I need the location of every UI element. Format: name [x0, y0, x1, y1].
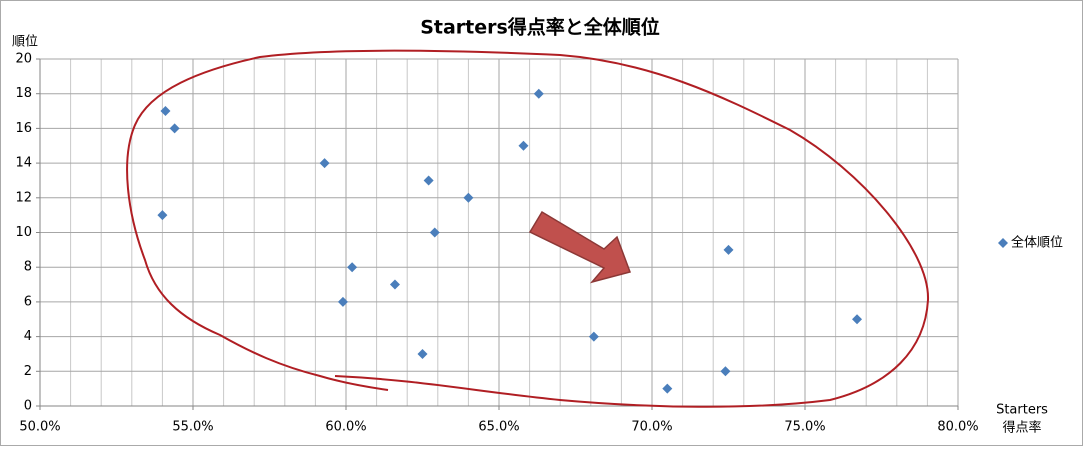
point — [389, 279, 400, 290]
y-tick-label: 0 — [24, 399, 32, 414]
grid: 0 2 4 6 8 10 12 14 16 18 20 50.0% 55.0% 60.0% 65.0% 70.… — [15, 52, 978, 435]
x-axis-label: Starters — [996, 403, 1048, 418]
point — [463, 192, 474, 203]
y-tick-label: 14 — [15, 156, 32, 171]
y-tick-label: 8 — [24, 260, 32, 275]
point — [160, 106, 171, 117]
x-tick-label: 60.0% — [325, 420, 366, 435]
point — [852, 314, 863, 325]
point — [533, 88, 544, 99]
y-axis-label: 順位 — [12, 35, 38, 50]
y-tick-label: 20 — [15, 52, 32, 67]
y-tick-label: 10 — [15, 225, 32, 240]
legend-marker — [998, 238, 1008, 248]
point — [720, 366, 731, 377]
chart-title: Starters得点率と全体順位 — [420, 16, 660, 39]
x-tick-label: 80.0% — [937, 420, 978, 435]
trend-arrow — [528, 210, 631, 284]
y-tick-label: 16 — [15, 121, 32, 136]
y-tick-label: 2 — [24, 364, 32, 379]
marks — [157, 88, 863, 394]
x-tick-label: 65.0% — [478, 420, 519, 435]
highlight-loop — [126, 49, 930, 408]
point — [169, 123, 180, 134]
legend-label: 全体順位 — [1011, 235, 1063, 251]
y-tick-label: 6 — [24, 294, 32, 309]
point — [588, 331, 599, 342]
x-tick-label: 50.0% — [19, 420, 60, 435]
x-tick-label: 75.0% — [784, 420, 825, 435]
point — [417, 348, 428, 359]
point — [157, 210, 168, 221]
y-tick-label: 4 — [24, 329, 32, 344]
point — [423, 175, 434, 186]
point — [429, 227, 440, 238]
point — [319, 158, 330, 169]
y-tick-label: 12 — [15, 190, 32, 205]
point — [723, 244, 734, 255]
point — [347, 262, 358, 273]
x-tick-label: 70.0% — [631, 420, 672, 435]
point — [662, 383, 673, 394]
point — [518, 140, 529, 151]
y-tick-label: 18 — [15, 86, 32, 101]
x-axis-label: 得点率 — [1002, 420, 1041, 436]
x-tick-label: 55.0% — [172, 420, 213, 435]
point — [337, 296, 348, 307]
